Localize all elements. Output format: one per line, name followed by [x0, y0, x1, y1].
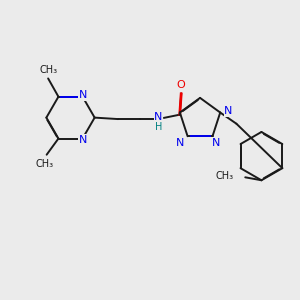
Text: N: N: [79, 135, 87, 145]
Text: CH₃: CH₃: [39, 65, 57, 75]
Text: N: N: [79, 90, 87, 100]
Text: O: O: [177, 80, 186, 90]
Text: N: N: [212, 138, 220, 148]
Text: N: N: [224, 106, 232, 116]
Text: H: H: [155, 122, 162, 132]
Text: N: N: [176, 138, 184, 148]
Text: CH₃: CH₃: [35, 158, 53, 169]
Text: CH₃: CH₃: [216, 171, 234, 181]
Text: N: N: [154, 112, 163, 122]
